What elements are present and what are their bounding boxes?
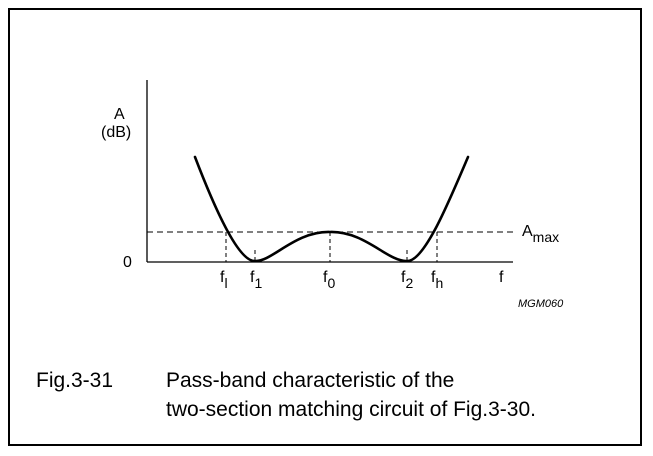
caption-line-2: two-section matching circuit of Fig.3-30…: [166, 398, 536, 421]
attenuation-curve: [193, 155, 470, 263]
label-f0: f0: [323, 269, 336, 291]
y-zero-label: 0: [123, 254, 132, 271]
x-axis-label-f: f: [499, 269, 504, 286]
amax-label: Amax: [522, 223, 560, 245]
label-f2: f2: [401, 269, 414, 291]
label-f1: f1: [250, 269, 263, 291]
y-axis-label-db: (dB): [101, 124, 132, 141]
label-fh: fh: [431, 269, 444, 291]
y-axis-label-a: A: [114, 106, 125, 123]
diagram-code: MGM060: [518, 298, 564, 310]
figure-frame: [8, 8, 642, 446]
label-fl: fl: [220, 269, 228, 291]
caption-number: Fig.3-31: [36, 369, 114, 392]
caption-line-1: Pass-band characteristic of the: [166, 369, 455, 392]
